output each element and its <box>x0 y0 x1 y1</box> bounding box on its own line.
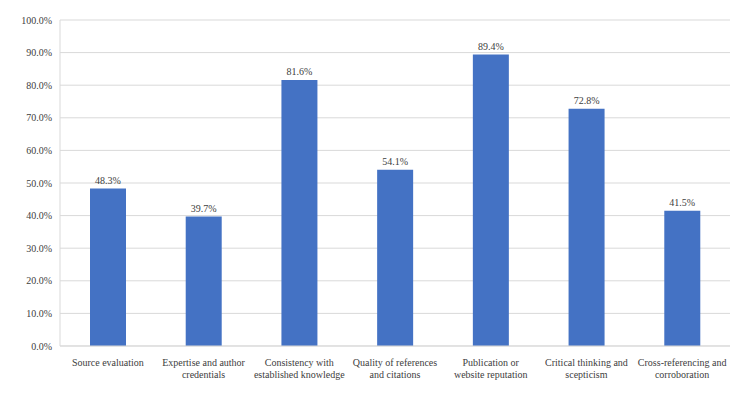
svg-text:39.7%: 39.7% <box>191 203 217 214</box>
svg-text:89.4%: 89.4% <box>478 41 504 52</box>
svg-text:Quality of referencesand citat: Quality of referencesand citations <box>353 357 438 380</box>
svg-text:20.0%: 20.0% <box>26 275 52 286</box>
svg-text:81.6%: 81.6% <box>287 66 313 77</box>
svg-text:90.0%: 90.0% <box>26 47 52 58</box>
svg-text:70.0%: 70.0% <box>26 112 52 123</box>
svg-text:60.0%: 60.0% <box>26 145 52 156</box>
svg-text:50.0%: 50.0% <box>26 178 52 189</box>
svg-text:48.3%: 48.3% <box>95 175 121 186</box>
svg-text:80.0%: 80.0% <box>26 80 52 91</box>
svg-text:100.0%: 100.0% <box>21 15 52 26</box>
svg-text:0.0%: 0.0% <box>31 341 52 352</box>
svg-text:10.0%: 10.0% <box>26 308 52 319</box>
svg-text:72.8%: 72.8% <box>574 95 600 106</box>
svg-text:Cross-referencing andcorrobora: Cross-referencing andcorroboration <box>638 357 727 380</box>
svg-text:41.5%: 41.5% <box>669 197 695 208</box>
svg-text:Expertise and authorcredential: Expertise and authorcredentials <box>162 357 245 380</box>
svg-text:Consistency withestablished kn: Consistency withestablished knowledge <box>254 357 345 380</box>
svg-text:Source evaluation: Source evaluation <box>72 357 144 368</box>
svg-text:40.0%: 40.0% <box>26 210 52 221</box>
svg-text:30.0%: 30.0% <box>26 243 52 254</box>
svg-text:54.1%: 54.1% <box>382 156 408 167</box>
svg-text:Publication orwebsite reputati: Publication orwebsite reputation <box>454 357 528 380</box>
svg-text:Critical thinking andscepticis: Critical thinking andscepticism <box>545 357 628 380</box>
